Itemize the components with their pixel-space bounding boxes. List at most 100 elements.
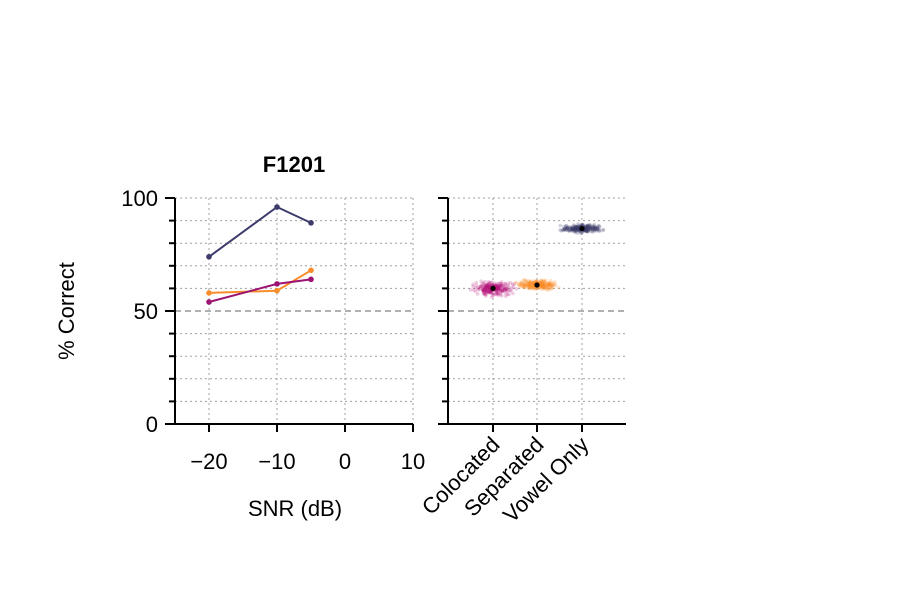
jitter-point [549,282,554,287]
jitter-point [528,285,532,289]
jitter-point [544,278,548,283]
jitter-point [494,289,498,293]
jitter-point [540,279,545,284]
jitter-point [486,282,491,287]
jitter-point [490,282,494,287]
jitter-point [496,287,501,292]
jitter-point [571,227,576,232]
jitter-point [528,286,533,291]
jitter-point [522,279,526,283]
jitter-point [486,283,490,287]
jitter-point [502,288,507,293]
jitter-point [496,284,501,289]
mean-point [490,285,496,291]
jitter-point [523,278,527,283]
jitter-point [558,228,562,232]
jitter-point [586,226,591,230]
jitter-point [522,285,527,290]
jitter-point [586,227,590,232]
jitter-point [499,284,503,288]
jitter-point [551,282,555,287]
jitter-point [495,287,499,292]
jitter-point [486,284,490,288]
jitter-point [589,228,593,232]
jitter-point [488,289,493,294]
jitter-point [538,280,543,285]
jitter-point [590,230,595,234]
jitter-point [521,283,526,287]
jitter-point [541,283,546,287]
jitter-point [484,284,488,288]
jitter-point [565,226,569,231]
jitter-point [574,226,578,230]
jitter-point [506,281,510,286]
jitter-point [473,289,478,294]
jitter-point [567,227,571,231]
jitter-point [481,289,486,293]
jitter-point [541,283,546,288]
jitter-point [528,283,533,288]
jitter-point [519,285,523,289]
jitter-point [517,282,521,286]
jitter-point [478,285,482,289]
x-tick-label: 10 [401,449,425,474]
jitter-point [528,280,532,285]
jitter-point [533,287,537,291]
jitter-point [584,227,589,232]
jitter-point [487,281,492,286]
jitter-point [487,291,492,295]
jitter-point [595,225,599,230]
jitter-point [494,284,499,289]
jitter-point [570,227,575,232]
jitter-point [562,227,567,232]
jitter-point [539,284,544,288]
jitter-point [487,283,492,288]
jitter-point [572,224,577,228]
jitter-point [497,283,501,288]
jitter-point [540,283,544,287]
jitter-point [585,229,589,234]
jitter-point [496,286,500,290]
jitter-point [495,289,499,293]
jitter-point [530,282,535,287]
jitter-point [503,288,507,292]
jitter-point [486,284,490,289]
jitter-point [483,285,488,290]
jitter-point [542,284,546,288]
jitter-point [487,289,492,294]
jitter-point [489,295,494,299]
jitter-point [590,226,594,231]
jitter-point [527,287,532,291]
mean-point [579,225,585,232]
jitter-point [526,282,531,287]
jitter-point [587,223,591,228]
jitter-point [488,289,493,294]
jitter-point [573,229,578,233]
jitter-point [486,285,490,289]
jitter-point [585,225,589,230]
jitter-point [526,282,531,287]
jitter-point [538,280,543,285]
jitter-point [526,283,531,288]
jitter-point [547,287,552,292]
jitter-point [481,288,486,292]
jitter-point [474,280,479,285]
jitter-point [494,287,499,292]
jitter-point [499,288,504,293]
jitter-point [509,286,514,291]
jitter-point [547,283,551,287]
jitter-point [525,281,529,285]
jitter-point [549,283,553,288]
jitter-point [571,224,575,229]
jitter-point [546,283,550,288]
jitter-point [484,283,488,287]
jitter-point [544,286,549,290]
jitter-point [503,281,507,286]
jitter-point [541,285,545,290]
jitter-point [487,290,491,294]
jitter-point [573,225,577,230]
jitter-point [481,289,485,293]
jitter-point [543,284,547,288]
jitter-point [484,284,489,288]
